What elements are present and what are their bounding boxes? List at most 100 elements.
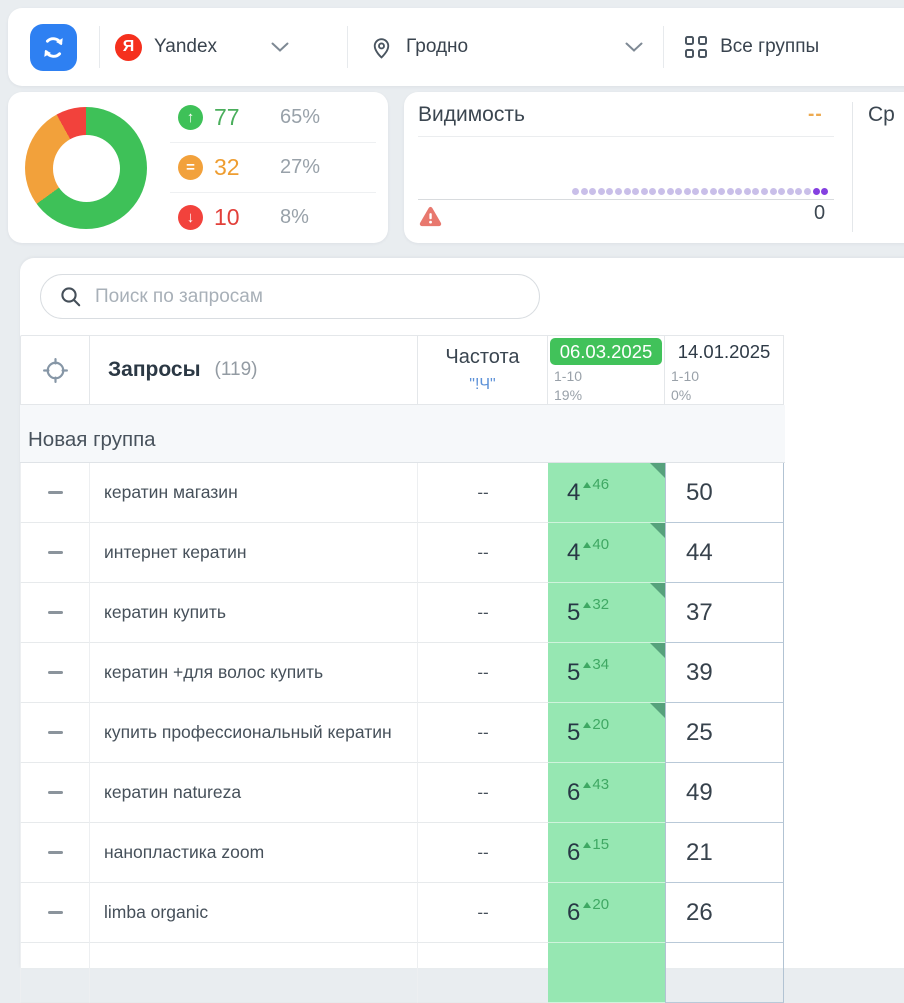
stat-row: = 32 27% (170, 142, 376, 192)
search-icon (61, 286, 81, 306)
delta-value: 40 (592, 536, 610, 553)
row-select-cell[interactable] (20, 643, 90, 703)
position-cell[interactable]: 5 34 (548, 643, 665, 703)
frequency-value: -- (477, 602, 489, 622)
chart-baseline (418, 199, 834, 200)
minus-icon (47, 910, 63, 915)
up-triangle-icon (583, 481, 592, 488)
keyword-cell[interactable]: кератин магазин (90, 463, 418, 523)
keyword-cell[interactable] (90, 943, 418, 1003)
stat-count: 77 (214, 104, 240, 130)
position-cell[interactable]: 6 43 (548, 763, 665, 823)
table-body: кератин магазин -- 4 46 50 интернет кера… (20, 463, 785, 1003)
date-percent: 19% (554, 387, 583, 403)
toolbar-divider (99, 26, 100, 68)
row-select-cell[interactable] (20, 823, 90, 883)
date-column-header[interactable]: 14.01.2025 1-10 0% (665, 335, 784, 405)
date-column-header-selected[interactable]: 06.03.2025 1-10 19% (548, 335, 665, 405)
yandex-logo-letter: Я (122, 38, 135, 55)
position-delta: 15 (583, 836, 609, 853)
minus-icon (47, 670, 63, 675)
row-select-cell[interactable] (20, 523, 90, 583)
stat-count: 10 (214, 204, 240, 230)
table-row: кератин +для волос купить -- 5 34 39 (20, 643, 785, 703)
delta-value: 34 (592, 656, 610, 673)
frequency-cell: -- (418, 523, 548, 583)
previous-position-cell: 50 (665, 463, 784, 523)
refresh-button[interactable] (30, 23, 77, 71)
groups-selector-label[interactable]: Все группы (720, 36, 820, 57)
keyword-cell[interactable]: нанопластика zoom (90, 823, 418, 883)
arrow-down-icon: ↓ (178, 205, 203, 230)
row-select-cell[interactable] (20, 703, 90, 763)
yandex-logo-icon: Я (115, 33, 142, 61)
position-cell[interactable] (548, 943, 665, 1003)
previous-position-cell: 21 (665, 823, 784, 883)
keyword-cell[interactable]: интернет кератин (90, 523, 418, 583)
groups-grid-icon (685, 35, 708, 59)
keyword-text: интернет кератин (104, 541, 247, 562)
up-triangle-icon (583, 841, 592, 848)
visibility-card: Видимость -- 0 Ср (404, 92, 904, 243)
frequency-value: -- (477, 722, 489, 742)
search-engine-label[interactable]: Yandex (154, 36, 218, 57)
previous-position-value: 25 (686, 718, 713, 746)
keyword-cell[interactable]: кератин купить (90, 583, 418, 643)
up-triangle-icon (583, 661, 592, 668)
delta-value: 32 (592, 596, 610, 613)
minus-icon (47, 490, 63, 495)
row-select-cell[interactable] (20, 583, 90, 643)
position-delta: 32 (583, 596, 609, 613)
group-label: Новая группа (28, 428, 156, 451)
delta-value: 20 (592, 716, 610, 733)
position-cell[interactable]: 5 20 (548, 703, 665, 763)
position-value: 6 (567, 838, 581, 866)
delta-value: 43 (592, 776, 610, 793)
delta-value: 46 (592, 476, 610, 493)
queries-panel: Запросы (119) Частота "!Ч" 06.03.2025 1-… (20, 258, 904, 1003)
position-cell[interactable]: 4 40 (548, 523, 665, 583)
queries-column-header: Запросы (119) (90, 335, 418, 405)
table-row: интернет кератин -- 4 40 44 (20, 523, 785, 583)
frequency-cell: -- (418, 463, 548, 523)
keyword-cell[interactable]: кератин +для волос купить (90, 643, 418, 703)
position-cell[interactable]: 4 46 (548, 463, 665, 523)
queries-count: (119) (214, 359, 258, 380)
position-cell[interactable]: 5 32 (548, 583, 665, 643)
table-row: кератин магазин -- 4 46 50 (20, 463, 785, 523)
position-delta: 20 (583, 716, 609, 733)
sync-icon (44, 36, 63, 58)
minus-icon (47, 550, 63, 555)
region-label[interactable]: Гродно (406, 36, 469, 57)
keyword-cell[interactable]: limba organic (90, 883, 418, 943)
position-value: 4 (567, 538, 581, 566)
previous-position-value: 21 (686, 838, 713, 866)
keyword-cell[interactable]: кератин natureza (90, 763, 418, 823)
position-delta: 40 (583, 536, 609, 553)
previous-position-value: 50 (686, 478, 713, 506)
row-select-cell[interactable] (20, 883, 90, 943)
group-header-row[interactable]: Новая группа (20, 405, 785, 463)
position-value: 6 (567, 898, 581, 926)
previous-position-cell (665, 943, 784, 1003)
position-cell[interactable]: 6 20 (548, 883, 665, 943)
row-select-cell[interactable] (20, 943, 90, 1003)
keyword-cell[interactable]: купить профессиональный кератин (90, 703, 418, 763)
keyword-text: кератин +для волос купить (104, 661, 324, 682)
search-input[interactable] (95, 285, 495, 308)
search-engine-chevron-down-icon[interactable] (271, 42, 289, 52)
table-row: limba organic -- 6 20 26 (20, 883, 785, 943)
date-pill: 06.03.2025 (550, 338, 662, 365)
region-chevron-down-icon[interactable] (625, 42, 643, 52)
position-value: 5 (567, 598, 581, 626)
frequency-cell: -- (418, 883, 548, 943)
frequency-value: -- (477, 902, 489, 922)
target-column-header[interactable] (20, 335, 90, 405)
position-value: 5 (567, 658, 581, 686)
frequency-column-header[interactable]: Частота "!Ч" (418, 335, 548, 405)
up-triangle-icon (583, 781, 592, 788)
frequency-cell: -- (418, 823, 548, 883)
row-select-cell[interactable] (20, 763, 90, 823)
position-cell[interactable]: 6 15 (548, 823, 665, 883)
row-select-cell[interactable] (20, 463, 90, 523)
